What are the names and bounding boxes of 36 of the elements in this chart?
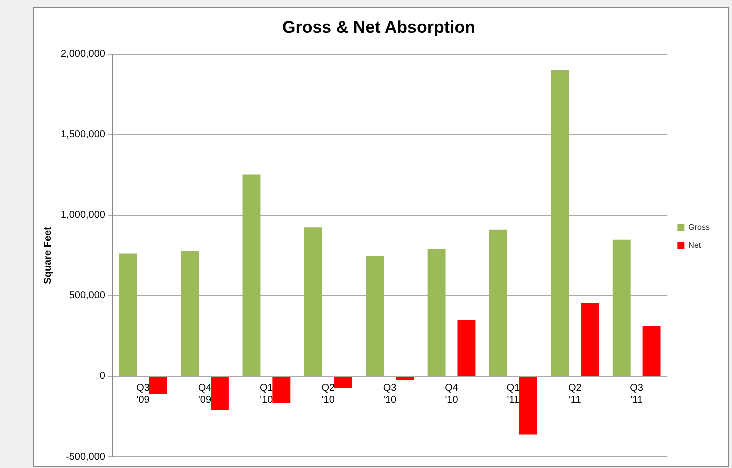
x-tick-label: Q4 '09 bbox=[198, 383, 212, 406]
bar bbox=[428, 249, 446, 376]
bar bbox=[551, 70, 570, 376]
legend-label: Net bbox=[688, 241, 702, 250]
bar bbox=[304, 228, 322, 376]
bar bbox=[458, 320, 476, 376]
x-tick-label: Q3 '11 bbox=[630, 383, 644, 406]
bar bbox=[181, 251, 200, 376]
bar bbox=[612, 240, 631, 376]
x-tick-label: Q4 '10 bbox=[445, 383, 459, 406]
x-tick-label: Q2 '10 bbox=[322, 383, 336, 406]
bar bbox=[149, 376, 168, 395]
y-tick-label: -500,000 bbox=[66, 452, 106, 463]
bar bbox=[366, 256, 384, 376]
x-tick-label: Q3 '09 bbox=[136, 383, 150, 406]
y-tick-label: 1,500,000 bbox=[60, 130, 106, 141]
bar bbox=[211, 376, 229, 410]
x-tick-label: Q3 '10 bbox=[383, 383, 398, 406]
y-tick-label: 500,000 bbox=[69, 290, 106, 302]
bar bbox=[519, 376, 538, 435]
bar bbox=[119, 254, 138, 376]
y-tick-label: 2,000,000 bbox=[60, 49, 106, 60]
y-tick-label: 1,000,000 bbox=[60, 210, 106, 222]
y-axis-title: Square Feet bbox=[42, 226, 54, 284]
y-tick-label: 0 bbox=[100, 371, 106, 382]
bar bbox=[642, 326, 661, 376]
x-tick-label: Q1 '11 bbox=[506, 383, 521, 406]
bar bbox=[334, 376, 352, 389]
legend-label: Gross bbox=[688, 223, 710, 232]
bar bbox=[581, 303, 600, 376]
bar bbox=[490, 230, 508, 376]
bar bbox=[396, 376, 414, 381]
bar bbox=[242, 174, 261, 376]
chart-title: Gross & Net Absorption bbox=[282, 18, 476, 37]
x-tick-label: Q2 '11 bbox=[568, 383, 582, 406]
bar bbox=[272, 376, 291, 404]
